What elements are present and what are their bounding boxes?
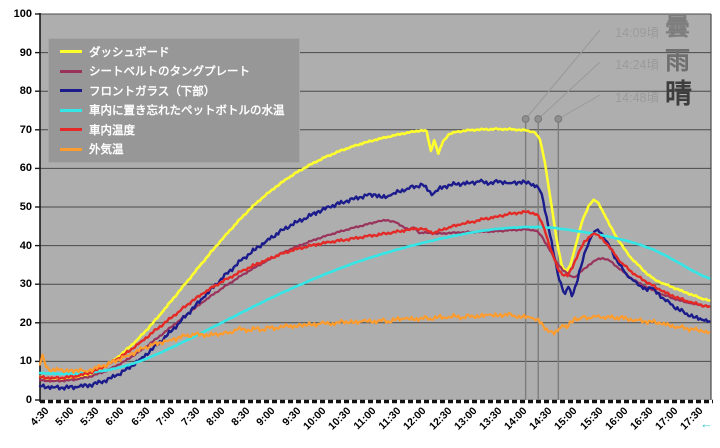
y-tick-label: 100 <box>13 8 32 20</box>
legend-item: フロントガラス（下部） <box>49 81 299 101</box>
legend-label: フロントガラス（下部） <box>89 85 216 98</box>
event-marker-circle <box>534 115 543 123</box>
legend-label: シートベルトのタングプレート <box>89 66 250 79</box>
leader-line <box>525 29 601 120</box>
leader-line <box>558 94 601 120</box>
legend-swatch <box>60 128 82 132</box>
legend-swatch <box>60 147 82 151</box>
y-tick-label: 80 <box>19 85 32 98</box>
y-tick-label: 50 <box>19 201 32 213</box>
legend-label: ダッシュボード <box>89 46 170 59</box>
annotation-weather: 曇 <box>665 13 691 41</box>
legend-swatch <box>60 69 82 73</box>
y-tick-label: 30 <box>19 278 32 291</box>
legend-item: 外気温 <box>49 140 299 160</box>
legend-item: シートベルトのタングプレート <box>49 62 299 82</box>
series-line <box>38 209 711 381</box>
leader-line <box>537 61 601 120</box>
legend-label: 外気温 <box>89 144 124 157</box>
legend-item: ダッシュボード <box>49 42 299 62</box>
y-tick-label: 40 <box>19 239 32 252</box>
annotation-time: 14:09頃 <box>615 26 659 40</box>
y-tick-label: 0 <box>25 394 32 406</box>
legend-label: 車内に置き忘れたペットボトルの水温 <box>89 105 285 118</box>
legend-item: 車内温度 <box>49 120 299 140</box>
corner-arrow-glyph: ← <box>700 416 713 431</box>
series-line <box>38 311 711 374</box>
y-tick-label: 20 <box>19 316 32 329</box>
annotation-weather: 晴 <box>665 79 692 109</box>
y-tick-label: 70 <box>19 123 32 136</box>
y-tick-label: 60 <box>19 162 32 175</box>
y-tick-label: 90 <box>19 46 32 59</box>
legend-swatch <box>60 50 82 54</box>
event-marker-circle <box>554 115 563 123</box>
y-tick-label: 10 <box>19 355 32 368</box>
legend-item: 車内に置き忘れたペットボトルの水温 <box>49 101 299 121</box>
series-line <box>38 127 711 381</box>
annotation-weather: 雨 <box>665 47 691 75</box>
legend-swatch <box>60 89 82 93</box>
series-line <box>38 225 711 376</box>
legend-swatch <box>60 108 82 112</box>
annotation-time: 14:48頃 <box>615 91 659 105</box>
annotation-time: 14:24頃 <box>615 58 659 72</box>
chart-legend: ダッシュボードシートベルトのタングプレート フロントガラス（下部） 車内に置き忘れた… <box>48 38 300 163</box>
legend-label: 車内温度 <box>89 124 135 137</box>
event-marker-circle <box>521 115 530 123</box>
series-line <box>38 178 711 391</box>
